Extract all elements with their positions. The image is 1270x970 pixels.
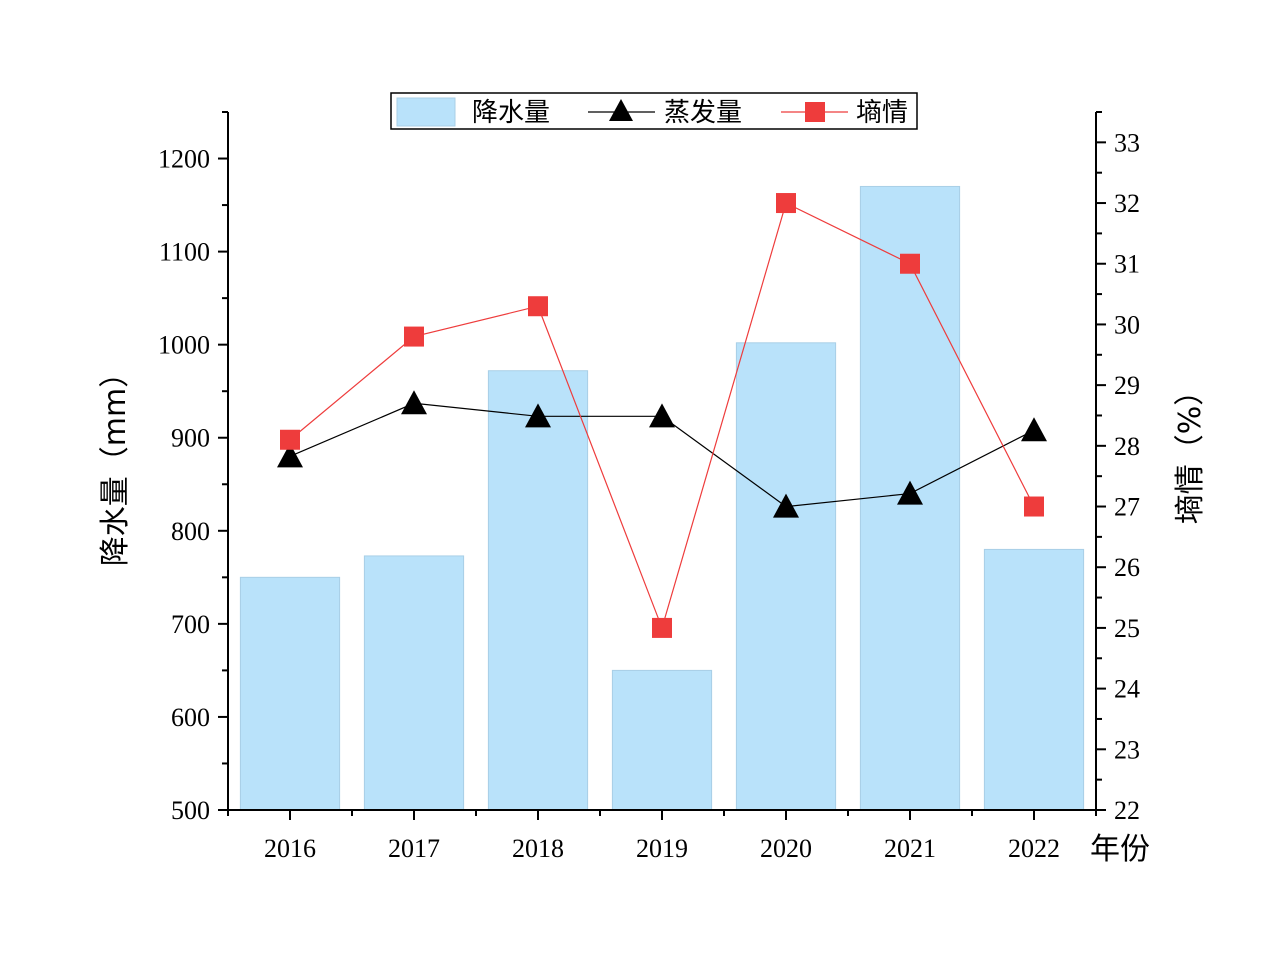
bar-precipitation-2019 (611, 669, 713, 811)
point-soil-moisture-2016 (280, 429, 300, 450)
point-soil-moisture-2022 (1024, 496, 1044, 517)
y-right-tick-label: 32 (1114, 189, 1140, 218)
point-evaporation-2020 (773, 493, 799, 518)
bar-precipitation-2020 (735, 342, 837, 811)
y-left-tick-label: 700 (171, 610, 210, 639)
y-right-tick-label: 28 (1114, 432, 1140, 461)
y-right-tick-label: 27 (1114, 493, 1140, 522)
bar-precipitation-2017 (363, 555, 465, 811)
y-right-tick-label: 25 (1114, 614, 1140, 643)
x-tick-label: 2022 (1008, 834, 1060, 863)
x-axis-title: 年份 (1090, 832, 1150, 867)
legend-label-precipitation: 降水量 (472, 98, 550, 128)
lines-layer (277, 193, 1047, 638)
x-tick-label: 2018 (512, 834, 564, 863)
y-right-tick-label: 33 (1114, 128, 1140, 157)
point-soil-moisture-2020 (776, 193, 796, 214)
point-soil-moisture-2018 (528, 296, 548, 317)
bar-precipitation-2016 (239, 576, 341, 811)
x-tick-label: 2017 (388, 834, 440, 863)
y-right-tick-label: 24 (1114, 675, 1140, 704)
y-right-tick-label: 29 (1114, 371, 1140, 400)
axes-layer: 500 600 700 800 900 1000 1100 1200 22 23 24 25 26 27 2… (158, 111, 1140, 863)
bar-precipitation-2018 (487, 370, 589, 811)
legend-marker-evaporation (609, 99, 633, 121)
point-soil-moisture-2021 (900, 253, 920, 274)
x-tick-label: 2020 (760, 834, 812, 863)
x-tick-label: 2016 (264, 834, 316, 863)
y-left-tick-label: 800 (171, 517, 210, 546)
point-evaporation-2016 (277, 443, 303, 468)
point-evaporation-2017 (401, 390, 427, 415)
point-soil-moisture-2017 (404, 326, 424, 347)
y-right-tick-label: 31 (1114, 250, 1140, 279)
y-right-tick-label: 26 (1114, 553, 1140, 582)
x-tick-label: 2021 (884, 834, 936, 863)
y-left-tick-label: 1200 (158, 145, 210, 174)
legend-swatch-precipitation (396, 97, 456, 127)
y-right-tick-label: 30 (1114, 310, 1140, 339)
legend-label-evaporation: 蒸发量 (664, 98, 742, 128)
bar-precipitation-2022 (983, 548, 1085, 811)
y-right-tick-label: 23 (1114, 735, 1140, 764)
point-evaporation-2019 (649, 403, 675, 428)
bars-layer (239, 185, 1085, 811)
x-tick-label: 2019 (636, 834, 688, 863)
y-left-tick-label: 900 (171, 424, 210, 453)
y-right-tick-label: 22 (1114, 796, 1140, 825)
legend-marker-soil-moisture (805, 102, 825, 122)
legend: 降水量 蒸发量 墒情 (390, 92, 918, 130)
point-evaporation-2018 (525, 403, 551, 428)
y-left-tick-label: 500 (171, 796, 210, 825)
legend-label-soil-moisture: 墒情 (856, 98, 908, 128)
y-left-tick-label: 1000 (158, 331, 210, 360)
y-left-tick-label: 600 (171, 703, 210, 732)
legend-box (390, 92, 918, 130)
point-evaporation-2021 (897, 480, 923, 505)
point-evaporation-2022 (1021, 417, 1047, 442)
y-left-tick-label: 1100 (159, 238, 210, 267)
y-axis-right-title: 墒情（%） (1173, 376, 1208, 525)
plot-area (239, 185, 1085, 811)
point-soil-moisture-2019 (652, 617, 672, 638)
y-axis-left-title: 降水量（mm） (98, 358, 133, 566)
